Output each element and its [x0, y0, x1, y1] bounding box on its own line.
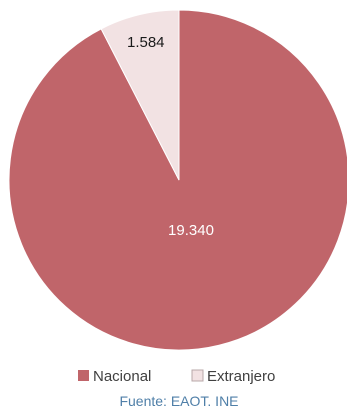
legend-label-extranjero: Extranjero — [207, 368, 275, 385]
pie-slice-nacional — [8, 9, 347, 351]
pie-slice-extranjero — [100, 9, 180, 181]
legend-swatch-nacional — [78, 370, 89, 381]
legend-label-nacional: Nacional — [93, 368, 151, 385]
pie-data-labels: 19.340 1.584 — [127, 34, 214, 239]
pie-slices — [8, 9, 347, 351]
data-label-extranjero: 1.584 — [127, 34, 165, 51]
data-label-nacional: 19.340 — [168, 222, 214, 239]
legend-swatch-extranjero — [191, 369, 204, 382]
source-note: Fuente: EAOT. INE — [119, 393, 238, 409]
legend: Nacional Extranjero — [78, 368, 275, 385]
